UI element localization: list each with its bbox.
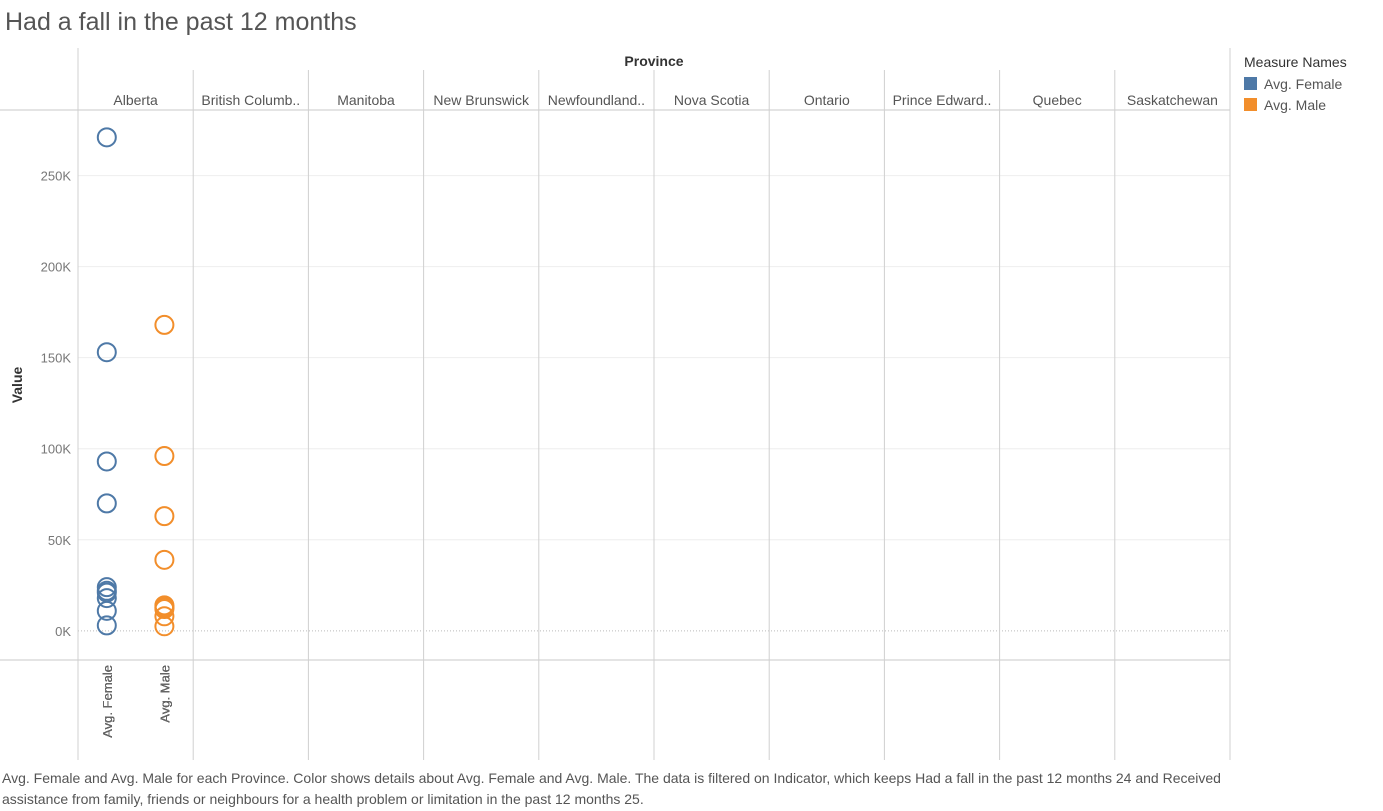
x-tick-label: Avg. Female [100,665,115,738]
x-tick-label: Avg. Female [100,665,115,738]
y-tick-label: 0K [55,624,71,639]
legend-swatch-avg-male [1244,98,1257,111]
province-header: Manitoba [337,92,395,108]
data-point-avg-female [96,127,117,148]
y-tick-label: 50K [48,533,71,548]
legend-item-avg-male[interactable]: Avg. Male [1244,94,1347,115]
data-point-avg-male [154,606,175,627]
x-tick-label: Avg. Female [100,665,115,738]
x-tick-label: Avg. Female [100,665,115,738]
data-point-avg-male [154,597,175,618]
legend-item-avg-female[interactable]: Avg. Female [1244,73,1347,94]
province-header: Quebec [1033,92,1082,108]
x-tick-label: Avg. Female [100,665,115,738]
y-tick-label: 200K [41,260,72,275]
province-header: Alberta [113,92,158,108]
data-point-avg-female [96,493,117,514]
x-tick-label: Avg. Male [157,665,172,723]
y-tick-label: 250K [41,169,72,184]
x-tick-label: Avg. Female [100,665,115,738]
x-tick-label: Avg. Male [157,665,172,723]
y-tick-label: 150K [41,351,72,366]
data-point-avg-male [154,314,175,335]
data-point-avg-male [154,506,175,527]
legend-swatch-avg-female [1244,77,1257,90]
x-tick-label: Avg. Female [100,665,115,738]
province-header: Nova Scotia [674,92,750,108]
province-header: British Columb.. [201,92,300,108]
x-tick-label: Avg. Male [157,665,172,723]
y-axis-title: Value [9,367,25,404]
legend-label: Avg. Female [1264,75,1343,92]
data-point-avg-male [154,446,175,467]
province-header: New Brunswick [433,92,530,108]
legend-label: Avg. Male [1264,96,1326,113]
legend: Measure Names Avg. Female Avg. Male [1244,54,1347,115]
x-tick-label: Avg. Male [157,665,172,723]
chart-title: Had a fall in the past 12 months [5,8,357,36]
x-tick-label: Avg. Female [100,665,115,738]
column-header-title: Province [624,53,683,69]
province-header: Saskatchewan [1127,92,1218,108]
data-point-avg-female [96,582,117,603]
data-point-avg-female [96,342,117,363]
province-header: Prince Edward.. [893,92,992,108]
data-point-avg-female [96,451,117,472]
x-tick-label: Avg. Male [157,665,172,723]
chart-caption: Avg. Female and Avg. Male for each Provi… [2,770,1221,807]
data-point-avg-male [154,616,175,637]
data-point-avg-male [154,549,175,570]
province-header: Ontario [804,92,850,108]
data-point-avg-female [96,588,117,609]
x-tick-label: Avg. Male [157,665,172,723]
x-tick-label: Avg. Female [100,665,115,738]
x-tick-label: Avg. Female [100,665,115,738]
x-tick-label: Avg. Male [157,665,172,723]
x-tick-label: Avg. Male [157,665,172,723]
y-tick-label: 100K [41,442,72,457]
legend-title: Measure Names [1244,54,1347,70]
province-header: Newfoundland.. [548,92,645,108]
x-tick-label: Avg. Male [157,665,172,723]
data-point-avg-female [96,615,117,636]
x-tick-label: Avg. Male [157,665,172,723]
